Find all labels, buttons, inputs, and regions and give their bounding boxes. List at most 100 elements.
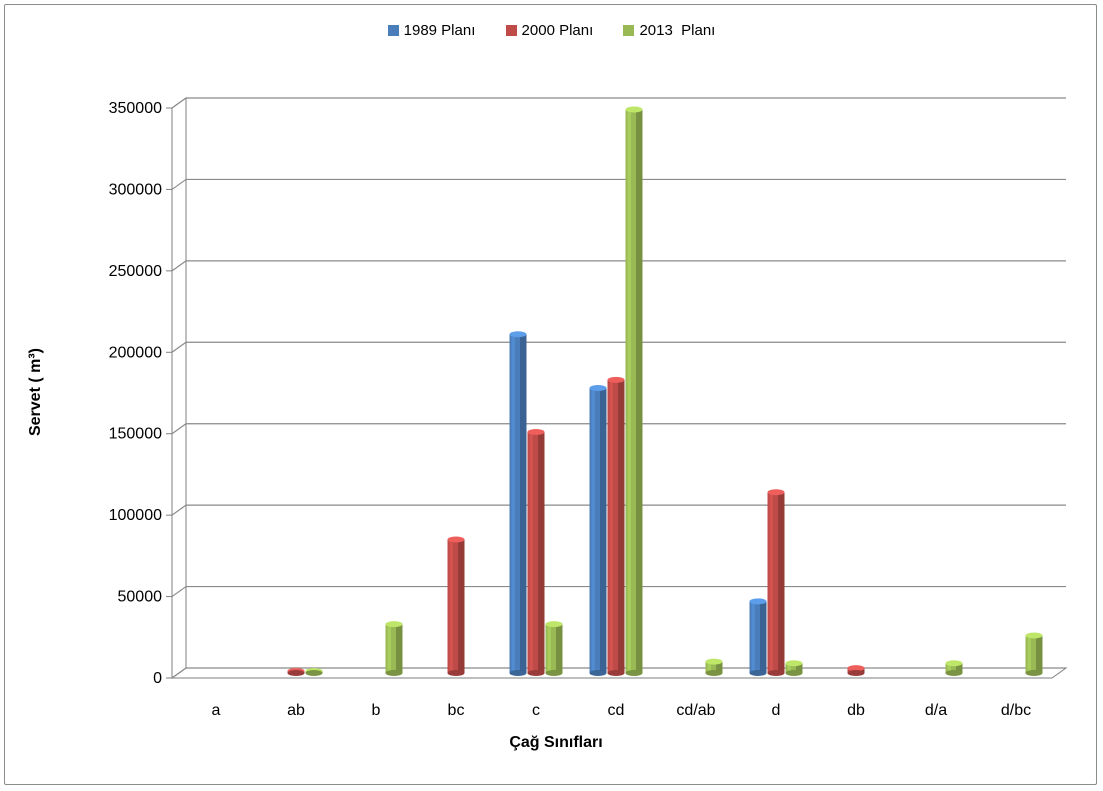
bar-base <box>447 670 465 676</box>
gridline-side <box>171 423 187 435</box>
bar-d-2 <box>785 660 803 676</box>
x-tick-label: d <box>772 702 781 719</box>
legend: 1989 Planı 2000 Planı 2013 Planı <box>0 22 1103 39</box>
x-tick-label: c <box>532 702 540 719</box>
bar-shade <box>956 663 963 673</box>
bar-d/a-2 <box>945 660 963 676</box>
x-tick-label: cd <box>608 702 625 719</box>
legend-swatch-2000 <box>505 25 517 36</box>
bar-cd-2 <box>625 106 643 676</box>
bar-cd-1 <box>607 376 625 676</box>
bar-top <box>607 376 625 383</box>
y-tick-label: 100000 <box>109 507 162 524</box>
bar-d-0 <box>749 598 767 676</box>
bar-highlight <box>449 539 453 673</box>
bar-d-1 <box>767 489 785 676</box>
bar-base <box>287 670 305 676</box>
y-tick-label: 350000 <box>109 100 162 117</box>
gridline-side <box>171 97 187 109</box>
bar-base <box>749 670 767 676</box>
bar-base <box>305 670 323 676</box>
gridline-side <box>171 341 187 353</box>
bar-body <box>705 661 723 673</box>
bar-c-1 <box>527 428 545 676</box>
gridline-side <box>171 504 187 516</box>
x-tick-label: d/a <box>925 702 947 719</box>
bar-db-1 <box>847 665 865 676</box>
bar-bc-1 <box>447 536 465 676</box>
bar-shade <box>858 668 865 673</box>
y-tick-label: 0 <box>153 670 162 687</box>
x-tick-label: bc <box>448 702 465 719</box>
bar-ab-2 <box>305 668 323 676</box>
bar-highlight <box>547 624 551 673</box>
bar-highlight <box>609 379 613 673</box>
bar-b-2 <box>385 621 403 676</box>
legend-swatch-2013 <box>623 25 635 36</box>
bar-top <box>847 665 865 672</box>
legend-item-2013: 2013 Planı <box>623 22 715 39</box>
x-tick-label: d/bc <box>1001 702 1031 719</box>
legend-item-2000: 2000 Planı <box>505 22 594 39</box>
bar-base <box>945 670 963 676</box>
bar-shade <box>1036 635 1043 673</box>
gridline-side <box>171 260 187 272</box>
y-tick-label: 150000 <box>109 426 162 443</box>
bar-base <box>545 670 563 676</box>
bar-top <box>447 536 465 543</box>
bar-top <box>589 385 607 391</box>
bar-base <box>705 670 723 676</box>
x-tick-labels: a ab b bc c cd cd/ab d db d/a d/bc <box>212 702 1032 719</box>
gridline-side <box>171 667 187 679</box>
bar-shade <box>778 492 785 673</box>
legend-item-1989: 1989 Planı <box>387 22 476 39</box>
bar-highlight <box>751 601 755 673</box>
bar-shade <box>796 663 803 673</box>
bar-top <box>625 106 643 113</box>
bar-shade <box>760 601 767 673</box>
bar-top <box>1025 632 1043 639</box>
bar-base <box>527 670 545 676</box>
bar-highlight <box>387 624 391 673</box>
bar-top <box>705 658 723 665</box>
x-tick-label: a <box>212 702 221 719</box>
bar-base <box>385 670 403 676</box>
legend-label-2000: 2000 Planı <box>521 22 594 39</box>
x-axis-label: Çağ Sınıfları <box>509 734 603 751</box>
bar-base <box>1025 670 1043 676</box>
bar-cd/ab-2 <box>705 658 723 676</box>
bar-base <box>785 670 803 676</box>
bar-highlight <box>947 663 951 673</box>
bar-top <box>545 621 563 628</box>
bar-top <box>385 621 403 628</box>
bar-cd-0 <box>589 385 607 676</box>
bar-top <box>509 331 527 338</box>
legend-label-1989: 1989 Planı <box>403 22 476 39</box>
bar-shade <box>458 539 465 673</box>
x-tick-label: cd/ab <box>676 702 715 719</box>
gridlines <box>166 97 1066 679</box>
bar-body <box>945 663 963 673</box>
bar-base <box>767 670 785 676</box>
bar-shade <box>716 661 723 673</box>
y-tick-labels: 0 50000 100000 150000 200000 250000 300000 3500… <box>109 100 162 687</box>
bar-highlight <box>769 492 773 673</box>
bar-ab-1 <box>287 668 305 676</box>
bar-top <box>749 598 767 605</box>
bar-base <box>625 670 643 676</box>
bar-base <box>589 670 607 676</box>
bar-highlight <box>707 661 711 673</box>
bar-c-2 <box>545 621 563 676</box>
bar-body <box>785 663 803 673</box>
bar-highlight <box>787 663 791 673</box>
bar-base <box>607 670 625 676</box>
bar-highlight <box>1027 635 1031 673</box>
bar-top <box>945 660 963 667</box>
bars <box>287 106 1043 676</box>
bar-base <box>509 670 527 676</box>
bar-c-0 <box>509 331 527 676</box>
gridline-side <box>171 586 187 598</box>
bar-shade <box>538 431 545 673</box>
x-tick-label: ab <box>287 702 305 719</box>
